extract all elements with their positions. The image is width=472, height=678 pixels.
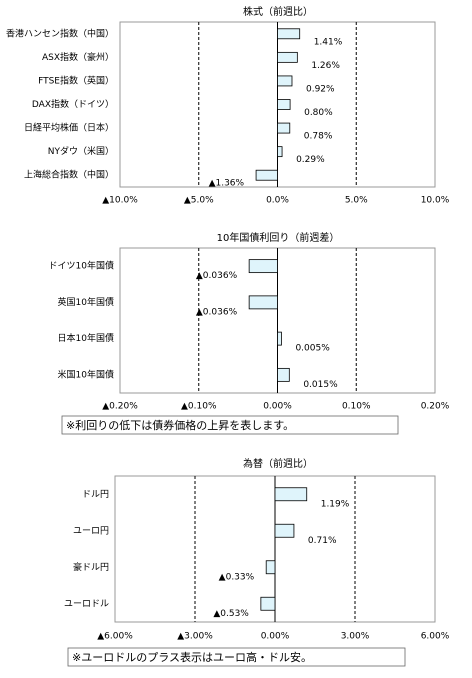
bar [277,146,283,158]
x-tick-label: 3.00% [341,632,370,642]
x-tick-label: 10.0% [421,196,450,206]
value-label: ▲0.33% [219,572,255,582]
y-tick-label: ユーロドル [64,599,109,609]
y-tick-label: 日本10年国債 [58,332,114,344]
chart-title: 株式（前週比） [243,5,313,18]
x-tick-label: ▲0.20% [102,402,138,412]
y-tick-label: 上海総合指数（中国） [24,169,114,181]
bar [248,259,278,274]
bar [277,99,291,110]
value-label: ▲0.036% [196,307,238,317]
x-tick-label: ▲0.10% [181,402,217,412]
x-tick-label: 0.00% [261,632,290,642]
x-tick-label: 6.00% [421,632,450,642]
x-tick-label: 5.0% [345,196,368,206]
y-tick-label: FTSE指数（英国） [38,74,114,86]
value-label: 0.005% [295,344,330,354]
x-tick-label: 0.00% [263,402,292,412]
x-tick-label: ▲3.00% [177,632,213,642]
note-box [67,647,406,667]
bar [277,75,293,87]
bar [248,295,278,310]
value-label: ▲1.36% [209,179,245,189]
y-tick-label: 米国10年国債 [58,368,114,380]
chart-title: 為替（前週比） [243,457,313,470]
x-tick-label: ▲5.0% [184,196,214,206]
x-tick-label: 0.20% [421,402,450,412]
note-box [61,415,399,435]
value-label: 0.71% [308,536,337,546]
value-label: 1.41% [314,37,343,47]
y-tick-label: 豪ドル円 [73,561,109,573]
y-tick-label: 日経平均株価（日本） [24,122,114,134]
x-tick-label: 0.10% [342,402,371,412]
bar [277,51,298,63]
bar [277,122,291,134]
chart-title: 10年国債利回り（前週差） [217,231,340,244]
value-label: ▲0.53% [213,609,249,619]
value-label: 0.80% [304,108,333,118]
y-tick-label: ドル円 [82,489,109,500]
value-label: 0.92% [306,84,335,94]
x-tick-label: ▲10.0% [102,196,138,206]
bar [255,169,278,181]
value-label: ▲0.036% [196,271,238,281]
x-tick-label: 0.0% [266,196,289,206]
x-tick-label: ▲6.00% [97,632,133,642]
value-label: 0.78% [304,132,333,142]
y-tick-label: NYダウ（米国） [48,145,114,157]
y-tick-label: ASX指数（豪州） [42,51,114,63]
y-tick-label: DAX指数（ドイツ） [32,98,114,110]
bar [277,331,282,346]
y-tick-label: 香港ハンセン指数（中国） [6,27,114,39]
bar [274,487,308,502]
bar [274,523,295,538]
bar [277,367,290,382]
value-label: 1.26% [311,61,340,71]
note: ※利回りの低下は債券価格の上昇を表します。 [66,418,294,432]
value-label: 0.29% [296,155,325,165]
y-tick-label: ユーロ円 [73,525,109,536]
y-tick-label: ドイツ10年国債 [49,260,114,272]
y-tick-label: 英国10年国債 [58,296,114,308]
note: ※ユーロドルのプラス表示はユーロ高・ドル安。 [72,650,312,664]
bar [265,560,276,575]
bar [260,596,276,611]
value-label: 0.015% [303,380,338,390]
value-label: 1.19% [321,499,350,509]
bar [277,28,301,40]
